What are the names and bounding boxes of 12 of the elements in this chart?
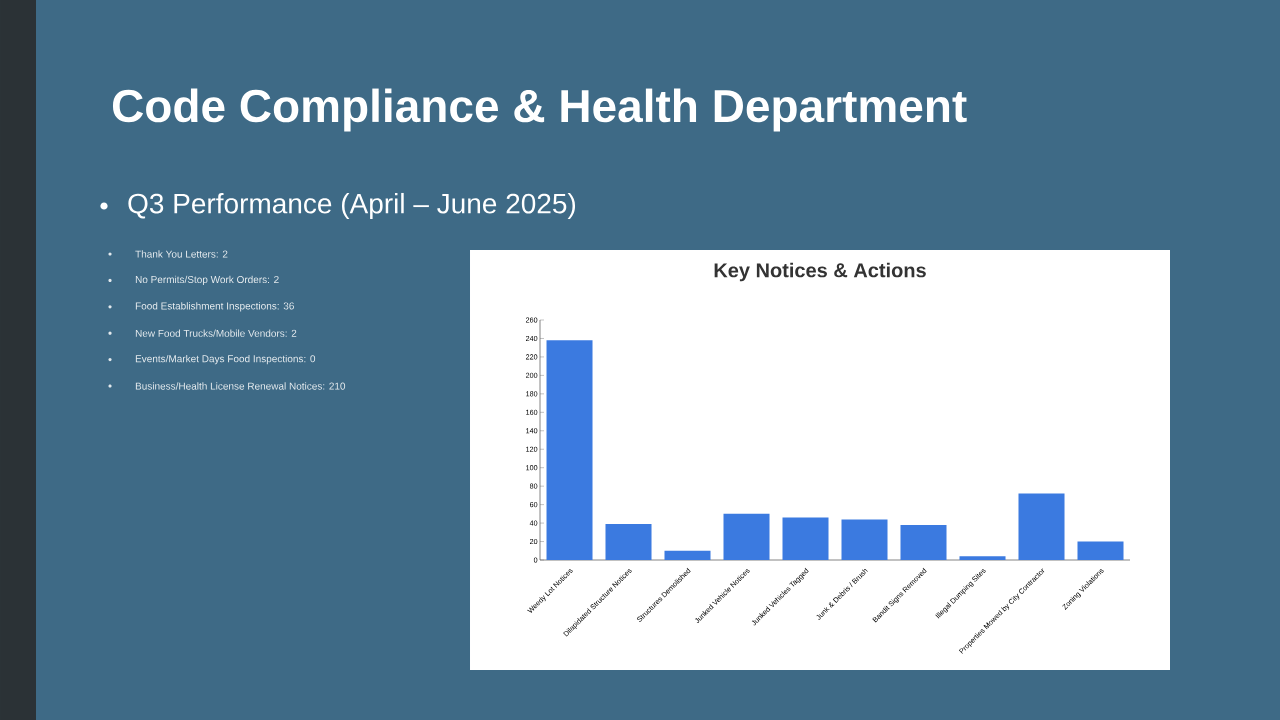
text: Code Compliance & Health Department: [112, 88, 967, 132]
bar: [900, 524, 947, 561]
bar: [1077, 541, 1124, 561]
bar: [605, 524, 652, 561]
bar: [723, 513, 770, 561]
bar: [664, 550, 711, 561]
bar: [841, 519, 888, 561]
text: Q3 Performance (April – June 2025): [128, 192, 576, 220]
bar: [1018, 493, 1065, 561]
bar: [782, 517, 829, 561]
chart-title: Key Notices & Actions: [714, 262, 926, 282]
bar: [546, 340, 593, 561]
